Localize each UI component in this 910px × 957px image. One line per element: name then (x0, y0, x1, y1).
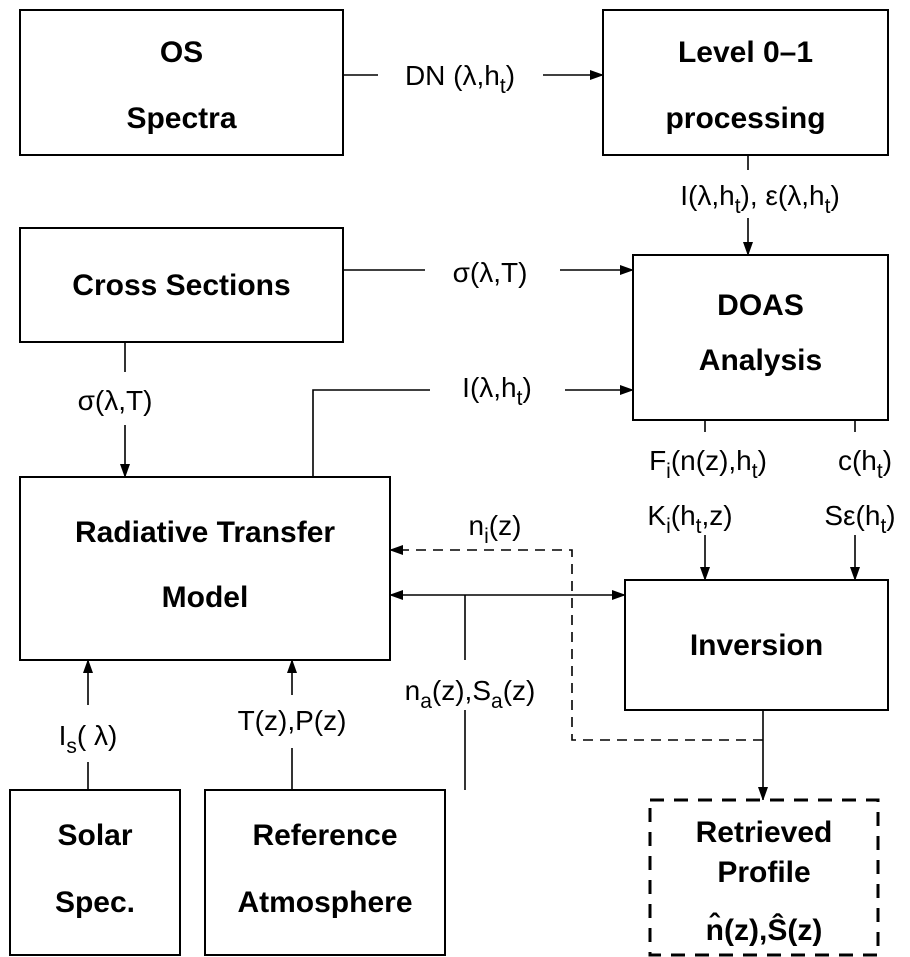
edge-label: σ(λ,T) (453, 257, 528, 288)
label-text: ( λ) (77, 720, 117, 751)
label-text: n (469, 510, 485, 541)
subscript: i (666, 515, 671, 538)
label-text: (h (671, 500, 696, 531)
edge-labels: DN (λ,ht)I(λ,ht), ε(λ,ht)σ(λ,T)σ(λ,T) I(λ… (59, 60, 896, 758)
subscript: s (66, 735, 77, 758)
box-label: Retrieved (696, 816, 833, 849)
subscript: t (880, 515, 886, 538)
label-text: Sε(h (824, 500, 880, 531)
box (648, 798, 880, 957)
label-text: n (405, 675, 421, 706)
boxes: OS Spectra Level 0–1 processing Cross Sectio… (9, 9, 889, 957)
box-label: Model (162, 581, 249, 614)
box (602, 9, 889, 156)
subscript: t (735, 195, 741, 218)
box-label: OS (160, 36, 203, 69)
box (624, 579, 889, 711)
label-text: (z),S (432, 675, 491, 706)
subscript: t (696, 515, 702, 538)
label-text: F (649, 445, 666, 476)
subscript: a (491, 690, 503, 713)
box-label: Level 0–1 (678, 36, 813, 69)
connector (312, 389, 430, 477)
edge-label: T(z),P(z) (238, 705, 347, 736)
edge-label: I(λ,ht), ε(λ,ht) (680, 180, 840, 218)
edge-label: Sε(ht) (824, 500, 895, 538)
label-text: ) (830, 180, 839, 211)
edge-label: σ(λ,T) (78, 385, 153, 416)
box-label: Spec. (55, 886, 135, 919)
label-text: ) (758, 445, 767, 476)
edge-label: DN (λ,ht) (405, 60, 515, 98)
subscript: t (752, 460, 758, 483)
subscript: i (666, 460, 671, 483)
label-text: ) (506, 60, 515, 91)
box-label: Spectra (126, 102, 236, 135)
label-text: I(λ,h (462, 372, 516, 403)
label-text: K (647, 500, 666, 531)
subscript: t (500, 75, 506, 98)
box (632, 254, 889, 421)
label-text: ) (522, 372, 531, 403)
subscript: i (484, 525, 489, 548)
subscript: a (420, 690, 432, 713)
edge-label: na(z),Sa(z) (405, 675, 536, 713)
box-label: Solar (57, 819, 132, 852)
box-label: Reference (252, 819, 397, 852)
box-label: Inversion (690, 629, 823, 662)
label-text: (z) (489, 510, 522, 541)
box-label: n̂(z),Ŝ(z) (706, 913, 823, 947)
label-text: ), ε(λ,h (741, 180, 825, 211)
label-text: (n(z),h (671, 445, 752, 476)
label-text: ) (886, 500, 895, 531)
subscript: t (517, 387, 523, 410)
label-text: σ(λ,T) (453, 257, 528, 288)
edge-label: ni(z) (469, 510, 522, 548)
box (19, 227, 344, 343)
box-label: Profile (717, 856, 810, 889)
label-text: ) (883, 445, 892, 476)
box-label: Radiative Transfer (75, 516, 335, 549)
label-text: ,z) (702, 500, 733, 531)
label-text: (z) (503, 675, 536, 706)
label-text: I(λ,h (680, 180, 734, 211)
label-text: T(z),P(z) (238, 705, 347, 736)
label-text: c(h (838, 445, 877, 476)
box-label: Cross Sections (72, 269, 290, 302)
label-text: I (59, 720, 67, 751)
subscript: t (825, 195, 831, 218)
box (19, 476, 391, 661)
edge-label: Fi(n(z),ht) (649, 445, 767, 483)
subscript: t (877, 460, 883, 483)
box-label: Analysis (699, 344, 822, 377)
box-label: Atmosphere (237, 886, 412, 919)
box-label: processing (665, 102, 825, 135)
label-text: σ(λ,T) (78, 385, 153, 416)
box (204, 789, 446, 956)
box (19, 9, 344, 156)
box (9, 789, 181, 956)
edge-label: c(ht) (838, 445, 892, 483)
label-text: DN (λ,h (405, 60, 500, 91)
box-label: DOAS (717, 289, 804, 322)
edge-label: Ki(ht,z) (647, 500, 732, 538)
edge-label: I(λ,ht) (462, 372, 532, 410)
edge-label: Is( λ) (59, 720, 118, 758)
